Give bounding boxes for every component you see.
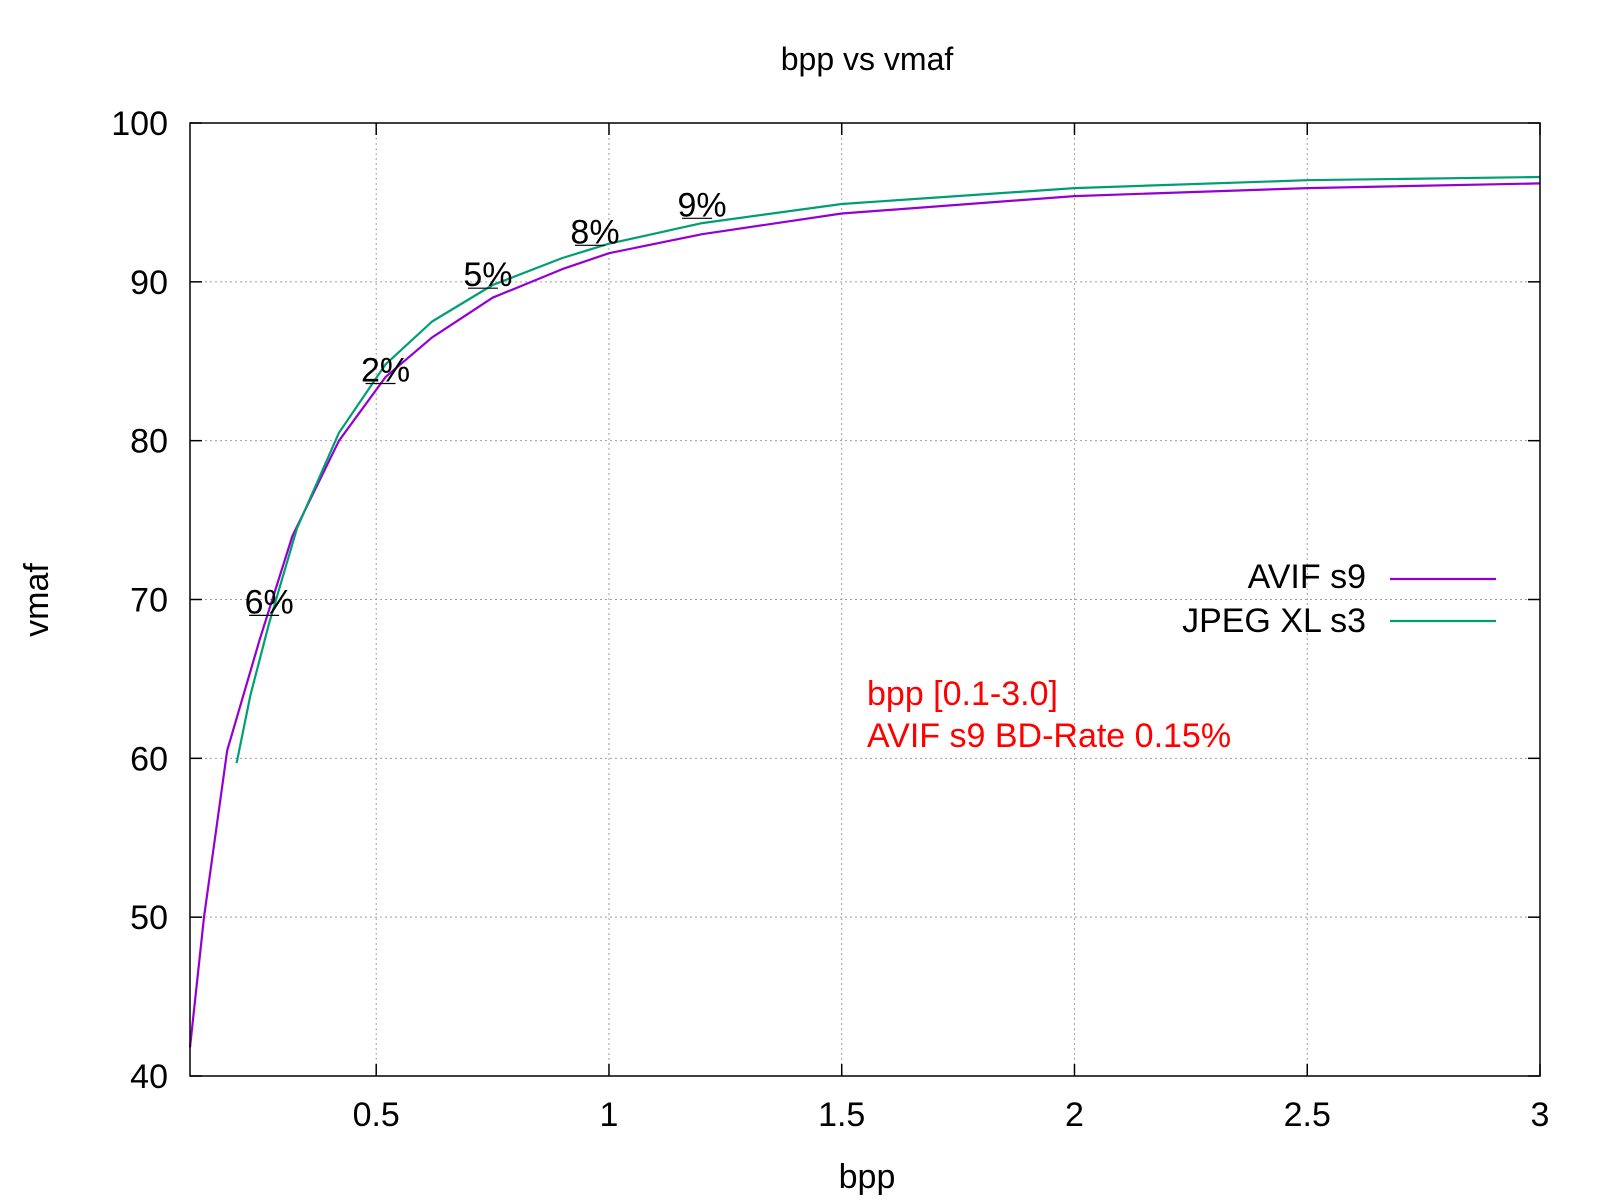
annotation-label: 8% <box>570 213 619 251</box>
legend: AVIF s9 JPEG XL s3 <box>1182 558 1496 640</box>
y-tick-label: 40 <box>130 1058 168 1096</box>
x-tick-label: 2.5 <box>1284 1096 1331 1134</box>
annotation-label: 5% <box>463 256 512 294</box>
x-tick-label: 2 <box>1065 1096 1084 1134</box>
x-tick-labels: 0.5 1 1.5 2 2.5 3 <box>353 1096 1550 1134</box>
series-line-0 <box>188 182 1541 1048</box>
axis-ticks <box>190 122 1541 1077</box>
y-tick-label: 70 <box>130 582 168 620</box>
annotations-group: 6% 2% 5% 8% 9% <box>245 186 727 621</box>
y-tick-label: 100 <box>111 105 168 143</box>
annotation-label: 9% <box>677 186 726 224</box>
y-tick-label: 80 <box>130 423 168 461</box>
x-axis-label: bpp <box>839 1158 896 1196</box>
annotation-label: 6% <box>245 583 294 621</box>
grid <box>190 123 1540 1076</box>
x-tick-label: 0.5 <box>353 1096 400 1134</box>
bd-rate-value: AVIF s9 BD-Rate 0.15% <box>867 717 1231 755</box>
bd-rate-range: bpp [0.1-3.0] <box>867 675 1058 713</box>
x-tick-label: 1 <box>600 1096 619 1134</box>
x-tick-label: 1.5 <box>818 1096 865 1134</box>
series-line-1 <box>235 175 1541 764</box>
chart-title: bpp vs vmaf <box>781 41 954 77</box>
y-tick-labels: 40 50 60 70 80 90 100 <box>111 105 168 1096</box>
plot-frame <box>189 122 1541 1077</box>
legend-label-jpegxl: JPEG XL s3 <box>1182 602 1366 640</box>
y-axis-label: vmaf <box>18 563 56 637</box>
bd-rate-note: bpp [0.1-3.0] AVIF s9 BD-Rate 0.15% <box>867 675 1231 755</box>
x-tick-label: 3 <box>1531 1096 1550 1134</box>
legend-label-avif: AVIF s9 <box>1248 558 1366 596</box>
y-tick-label: 50 <box>130 899 168 937</box>
y-tick-label: 60 <box>130 740 168 778</box>
series-group <box>188 175 1541 1048</box>
annotation-label: 2% <box>361 351 410 389</box>
y-tick-label: 90 <box>130 264 168 302</box>
